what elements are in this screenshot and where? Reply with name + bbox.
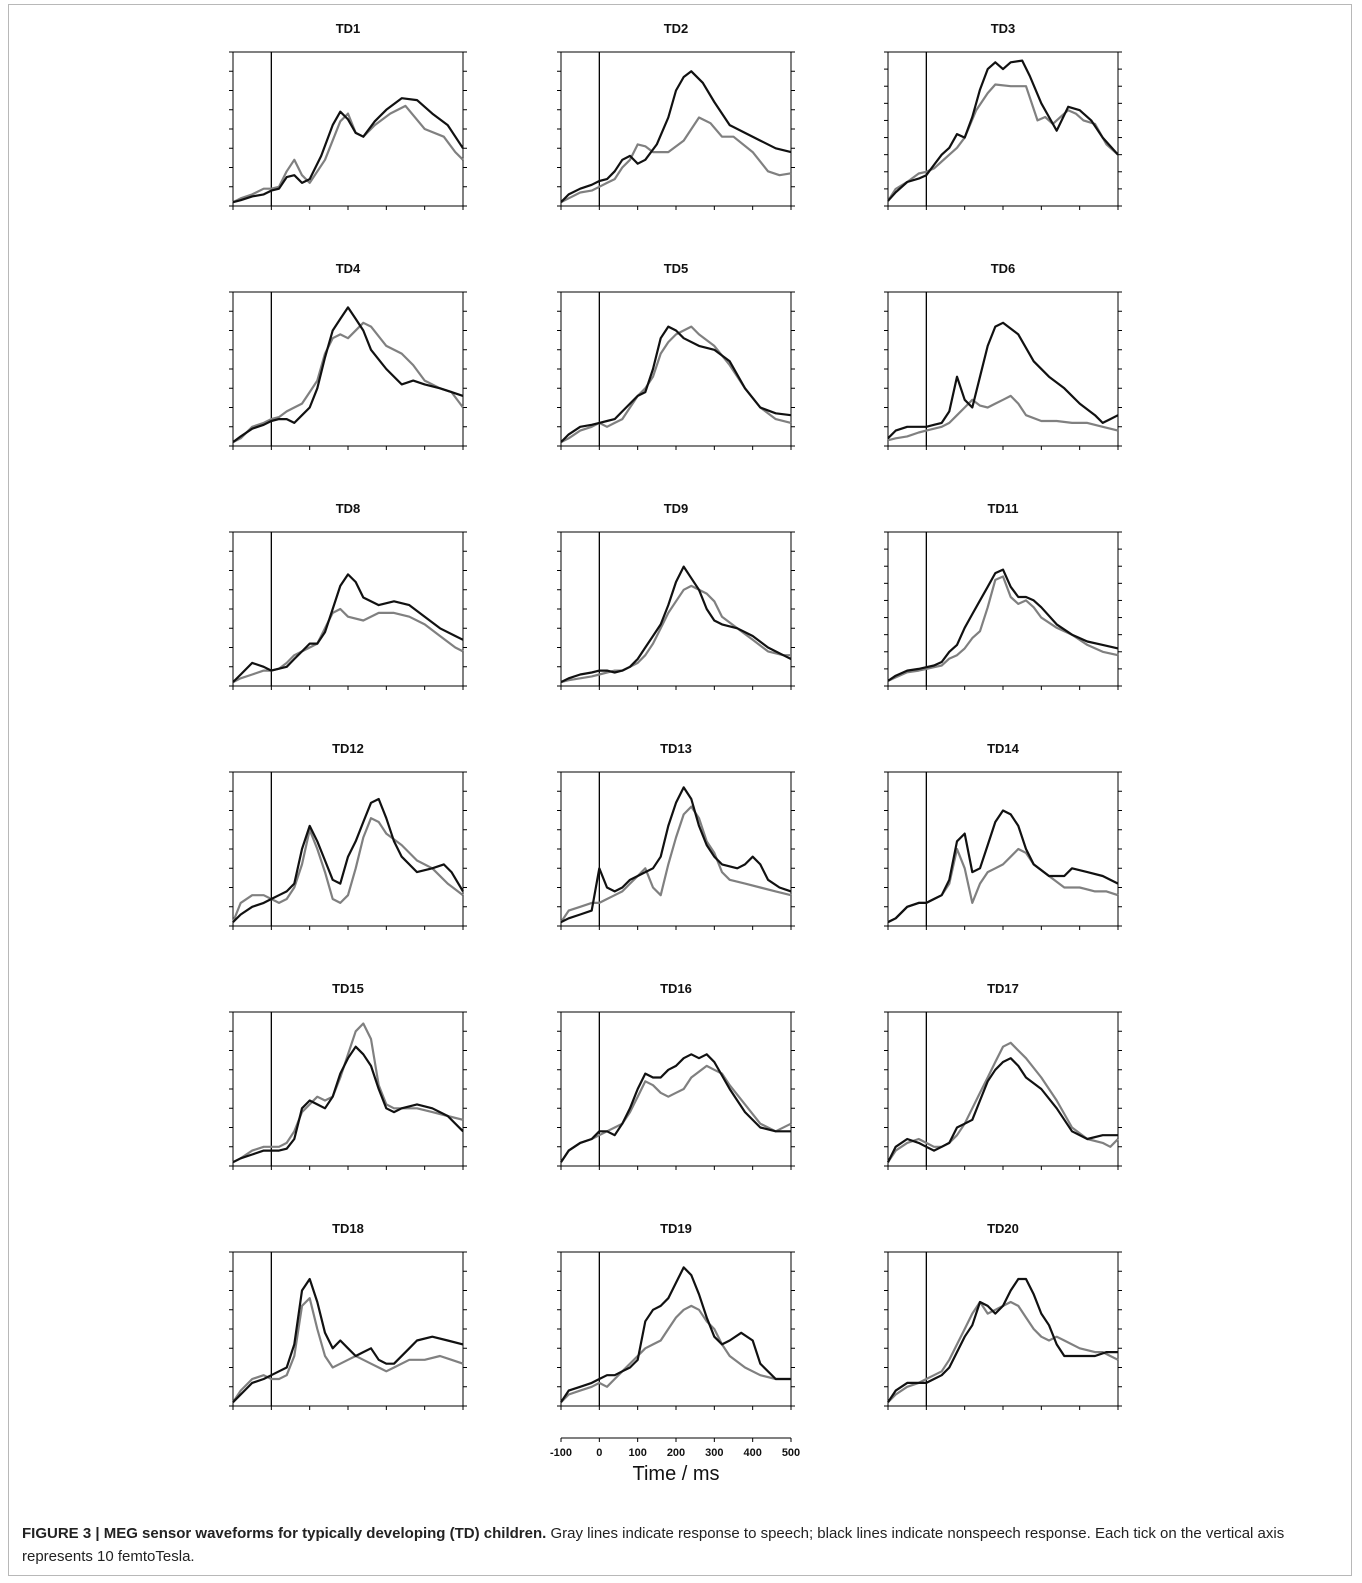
nonspeech-line — [232, 797, 464, 923]
nonspeech-line — [560, 565, 792, 684]
panel-td3: TD3 — [884, 21, 1122, 210]
panel-title: TD2 — [664, 21, 689, 36]
panel-td15: TD15 — [229, 981, 467, 1170]
panel-td4: TD4 — [229, 261, 467, 450]
panel-frame — [560, 1251, 792, 1407]
speech-line — [560, 1064, 792, 1163]
panel-title: TD14 — [987, 741, 1020, 756]
time-axis-tick-label: 300 — [705, 1447, 723, 1459]
speech-line — [887, 83, 1119, 202]
figure-caption: FIGURE 3 | MEG sensor waveforms for typi… — [22, 1522, 1340, 1568]
time-axis-tick-label: 100 — [628, 1447, 646, 1459]
panel-title: TD4 — [336, 261, 361, 276]
panel-title: TD12 — [332, 741, 364, 756]
panel-td1: TD1 — [229, 21, 467, 210]
panel-td19: TD19 — [557, 1221, 795, 1410]
panel-td11: TD11 — [884, 501, 1122, 690]
speech-line — [560, 1304, 791, 1403]
nonspeech-line — [887, 59, 1119, 202]
waveform-panels: TD1 TD2 TD3 TD4 TD5 TD6 TD8 TD9 TD11 TD12 TD13 TD14… — [229, 21, 1122, 1485]
nonspeech-line — [232, 97, 464, 204]
panel-title: TD5 — [664, 261, 689, 276]
panel-frame — [887, 531, 1119, 687]
panel-frame — [560, 1011, 792, 1167]
nonspeech-line — [232, 1045, 464, 1164]
panel-td2: TD2 — [557, 21, 795, 210]
speech-line — [887, 1300, 1119, 1403]
panel-title: TD8 — [336, 501, 361, 516]
panel-frame — [232, 1011, 464, 1167]
panel-td6: TD6 — [884, 261, 1122, 450]
time-axis-tick-label: -100 — [550, 1447, 572, 1459]
speech-line — [232, 104, 464, 204]
panel-title: TD9 — [664, 501, 689, 516]
panel-td8: TD8 — [229, 501, 467, 690]
speech-line — [560, 584, 791, 684]
panel-frame — [887, 1011, 1119, 1167]
nonspeech-line — [560, 70, 792, 203]
nonspeech-line — [887, 568, 1119, 682]
panel-title: TD6 — [991, 261, 1016, 276]
time-axis: -100 0 100 200 300 400 500 Time / ms — [550, 1437, 800, 1485]
panel-title: TD20 — [987, 1221, 1019, 1236]
speech-line — [232, 607, 464, 684]
panel-td13: TD13 — [557, 741, 795, 930]
speech-line — [887, 1041, 1119, 1163]
nonspeech-line — [232, 1277, 464, 1403]
time-axis-tick-label: 400 — [743, 1447, 761, 1459]
nonspeech-line — [887, 809, 1119, 924]
panel-frame — [232, 531, 464, 687]
nonspeech-line — [232, 573, 464, 683]
figure-frame — [8, 4, 1352, 1576]
panel-td18: TD18 — [229, 1221, 467, 1410]
speech-line — [232, 1022, 464, 1164]
nonspeech-line — [560, 1053, 791, 1163]
panel-title: TD19 — [660, 1221, 692, 1236]
panel-frame — [232, 51, 464, 207]
panel-title: TD13 — [660, 741, 692, 756]
panel-title: TD1 — [336, 21, 361, 36]
nonspeech-line — [560, 1266, 791, 1403]
time-axis-tick-label: 200 — [667, 1447, 685, 1459]
caption-title: FIGURE 3 | MEG sensor waveforms for typi… — [22, 1525, 547, 1542]
panel-title: TD11 — [987, 501, 1018, 516]
panel-title: TD3 — [991, 21, 1016, 36]
time-axis-tick-label: 500 — [782, 1447, 800, 1459]
nonspeech-line — [232, 306, 464, 443]
panel-td9: TD9 — [557, 501, 795, 690]
speech-line — [560, 116, 792, 204]
nonspeech-line — [887, 1057, 1118, 1163]
caption-text: Gray lines indicate response to speech; … — [22, 1525, 1285, 1565]
speech-line — [887, 394, 1119, 442]
panel-td12: TD12 — [229, 741, 467, 930]
panel-frame — [232, 771, 464, 927]
panel-title: TD17 — [987, 981, 1019, 996]
panel-td14: TD14 — [884, 741, 1122, 930]
panel-frame — [887, 51, 1119, 207]
nonspeech-line — [887, 321, 1119, 440]
panel-title: TD16 — [660, 981, 692, 996]
nonspeech-line — [560, 325, 792, 443]
panel-frame — [560, 531, 792, 687]
panel-title: TD15 — [332, 981, 364, 996]
panel-td5: TD5 — [557, 261, 795, 450]
panel-td16: TD16 — [557, 981, 795, 1170]
speech-line — [232, 321, 464, 444]
x-axis-title: Time / ms — [632, 1463, 719, 1485]
panel-td20: TD20 — [884, 1221, 1122, 1410]
nonspeech-line — [887, 1277, 1118, 1403]
speech-line — [232, 1297, 464, 1403]
panel-td17: TD17 — [884, 981, 1122, 1170]
speech-line — [887, 847, 1119, 924]
speech-line — [560, 805, 792, 923]
nonspeech-line — [560, 786, 792, 924]
panel-frame — [232, 1251, 464, 1407]
time-axis-tick-label: 0 — [596, 1447, 602, 1459]
panel-title: TD18 — [332, 1221, 364, 1236]
speech-line — [887, 575, 1119, 682]
